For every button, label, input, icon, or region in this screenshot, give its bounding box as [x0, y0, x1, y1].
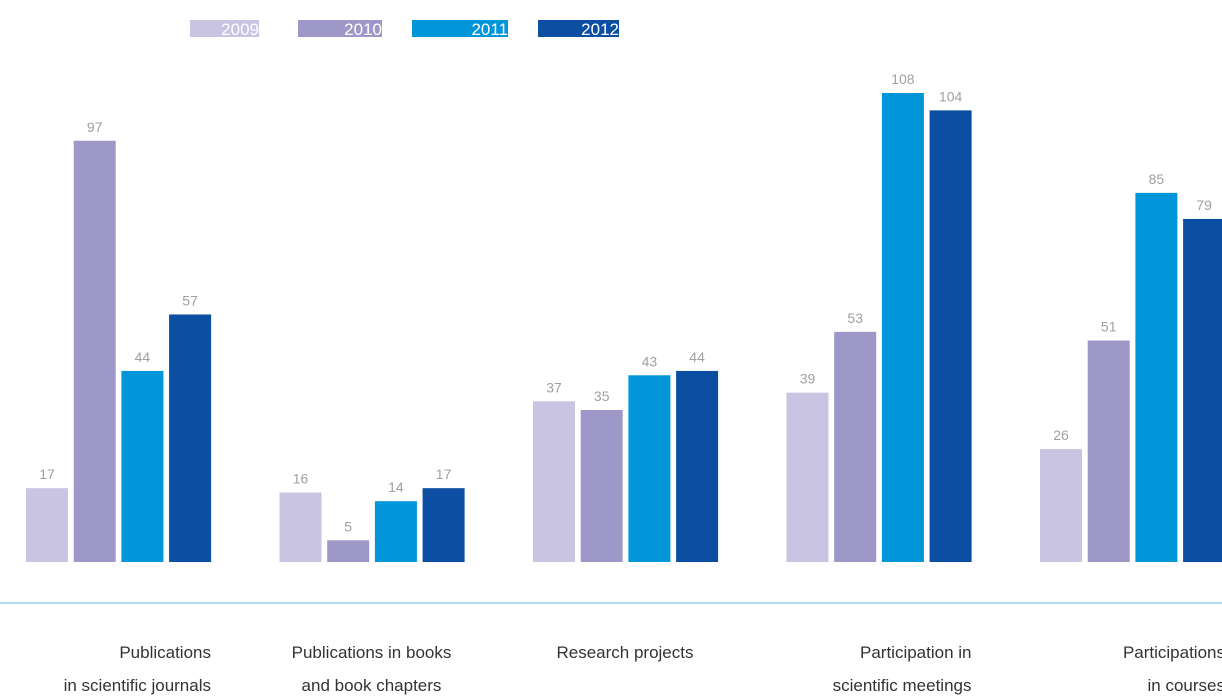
- legend-swatch: [190, 20, 259, 37]
- bar: [929, 110, 972, 563]
- legend-label: 2011: [471, 20, 508, 39]
- legend-swatch: [298, 20, 382, 37]
- value-label: 39: [800, 371, 816, 387]
- bar: [279, 492, 322, 562]
- value-label: 16: [293, 471, 309, 487]
- legend-label: 2009: [221, 20, 259, 39]
- bar: [1135, 192, 1178, 562]
- bar: [1183, 218, 1222, 562]
- value-label: 37: [546, 379, 562, 395]
- value-label: 53: [847, 310, 863, 326]
- legend-swatch: [538, 20, 619, 37]
- value-label: 17: [39, 466, 55, 482]
- bar: [169, 314, 212, 562]
- legend-label: 2012: [581, 20, 619, 39]
- bar: [1040, 449, 1082, 562]
- value-label: 97: [87, 119, 103, 135]
- category-label: and book chapters: [302, 676, 442, 695]
- value-label: 108: [891, 71, 915, 87]
- category-label: Publications: [119, 643, 211, 662]
- legend-label: 2010: [344, 20, 382, 39]
- category-label: Participation in: [860, 643, 972, 662]
- value-label: 43: [642, 353, 658, 369]
- bar: [374, 501, 417, 562]
- bar: [580, 410, 623, 562]
- bar: [834, 331, 877, 562]
- category-label: Research projects: [556, 643, 693, 662]
- bar: [533, 401, 575, 562]
- bar: [676, 370, 719, 562]
- bar: [121, 370, 164, 562]
- legend-swatch: [412, 20, 508, 37]
- bar: [1087, 340, 1130, 562]
- value-label: 85: [1149, 171, 1165, 187]
- value-label: 35: [594, 388, 610, 404]
- category-label: Participations: [1123, 643, 1222, 662]
- value-label: 44: [135, 349, 151, 365]
- category-label: scientific meetings: [833, 676, 972, 695]
- bar: [73, 140, 116, 562]
- bar: [26, 488, 68, 562]
- value-label: 5: [344, 518, 352, 534]
- bar: [881, 93, 924, 562]
- value-label: 17: [436, 466, 452, 482]
- category-label: in courses: [1148, 676, 1222, 695]
- bar: [786, 392, 829, 562]
- value-label: 14: [388, 479, 404, 495]
- value-label: 57: [182, 292, 198, 308]
- value-label: 26: [1053, 427, 1069, 443]
- bar: [327, 540, 370, 562]
- category-label: in scientific journals: [64, 676, 211, 695]
- bar: [628, 375, 671, 562]
- category-label: Publications in books: [292, 643, 452, 662]
- value-label: 79: [1196, 197, 1212, 213]
- value-label: 44: [689, 349, 705, 365]
- value-label: 104: [939, 88, 963, 104]
- bar: [422, 488, 465, 562]
- value-label: 51: [1101, 319, 1117, 335]
